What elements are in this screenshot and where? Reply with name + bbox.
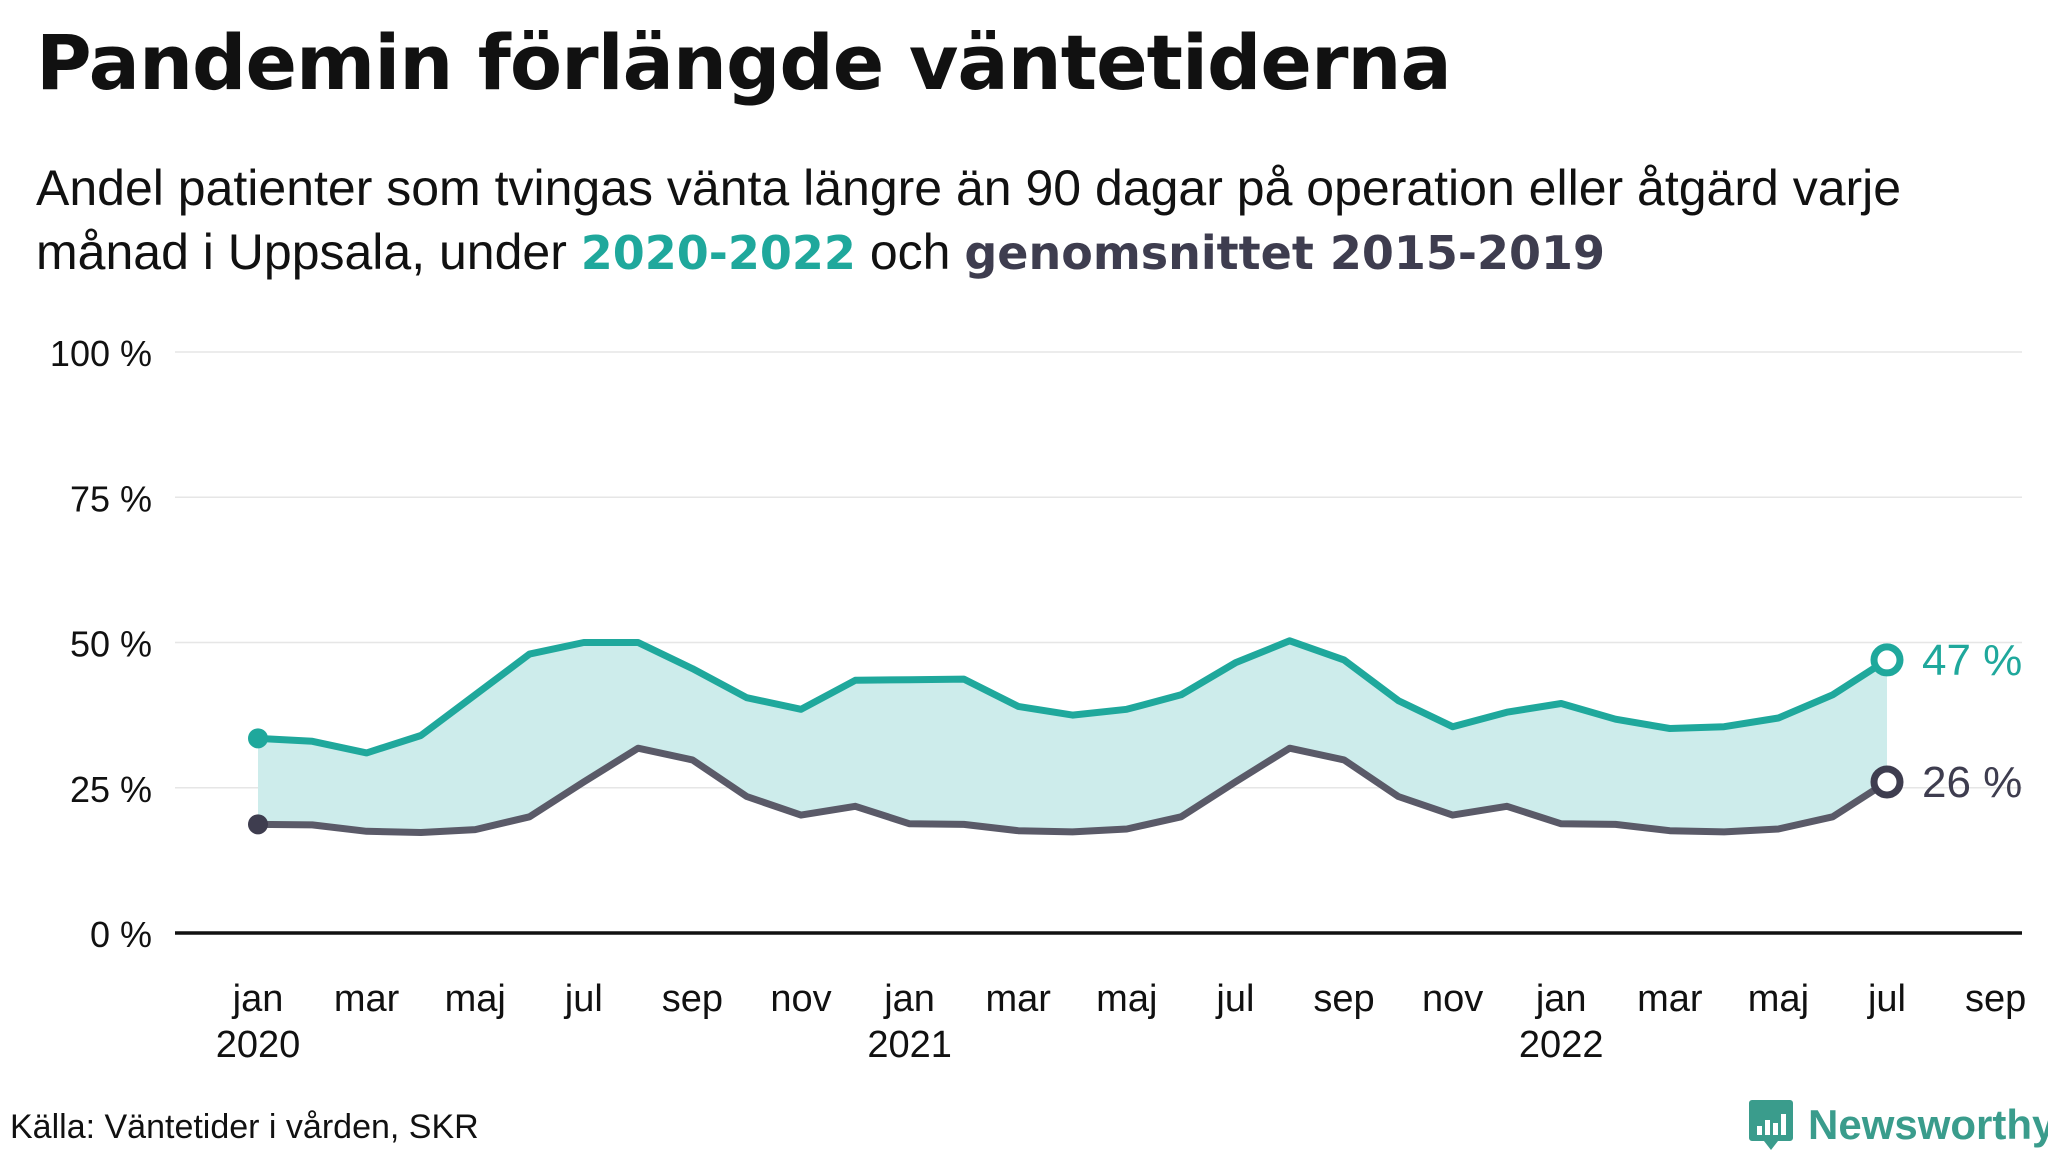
x-tick-label-jan: jan <box>883 978 935 1020</box>
y-tick-label-0: 0 % <box>90 914 152 955</box>
y-tick-label-50: 50 % <box>70 624 152 665</box>
brand: Newsworthy <box>1748 1098 2048 1152</box>
x-tick-label-sep: sep <box>1965 978 2026 1020</box>
x-tick-label-maj: maj <box>1096 978 1157 1020</box>
x-tick-label-maj: maj <box>445 978 506 1020</box>
end-label-genomsnittet-2015-2019: 26 % <box>1922 758 2022 807</box>
series-line-genomsnittet-2015-2019 <box>254 744 1891 836</box>
x-tick-label-sep: sep <box>1313 978 1374 1020</box>
start-point-genomsnittet-2015-2019 <box>248 814 268 835</box>
end-point-2020-2022 <box>1870 643 1904 677</box>
y-tick-label-100: 100 % <box>50 333 152 374</box>
series-line-2020-2022 <box>254 637 1891 757</box>
y-tick-label-75: 75 % <box>70 478 152 519</box>
x-tick-label-nov: nov <box>1422 978 1483 1020</box>
end-markers: 47 % 26 % <box>1870 636 2022 807</box>
y-axis: 0 % 25 % 50 % 75 % 100 % <box>50 333 2022 955</box>
x-tick-year-2020: 2020 <box>216 1024 301 1066</box>
x-tick-year-2021: 2021 <box>867 1024 952 1066</box>
series-lines <box>248 637 1891 836</box>
x-tick-label-jan: jan <box>1535 978 1587 1020</box>
x-tick-label-jul: jul <box>1867 978 1906 1020</box>
x-tick-label-mar: mar <box>985 978 1051 1020</box>
subtitle-text: Andel patienter som tvingas vänta längre… <box>36 160 1902 280</box>
newsworthy-logo-icon <box>1749 1100 1793 1150</box>
x-tick-label-mar: mar <box>1637 978 1703 1020</box>
x-tick-label-jul: jul <box>1215 978 1254 1020</box>
band-area <box>258 640 1887 833</box>
end-label-2020-2022: 47 % <box>1922 636 2022 685</box>
chart-title: Pandemin förlängde väntetiderna <box>36 18 1452 107</box>
series2-legend-label: genomsnittet 2015-2019 <box>964 226 1605 280</box>
y-tick-label-25: 25 % <box>70 769 152 810</box>
x-tick-label-nov: nov <box>770 978 831 1020</box>
x-tick-label-jan: jan <box>232 978 284 1020</box>
series1-legend-label: 2020-2022 <box>580 226 856 280</box>
x-tick-label-sep: sep <box>662 978 723 1020</box>
start-point-2020-2022 <box>248 728 268 749</box>
difference-band <box>258 640 1887 833</box>
end-point-genomsnittet-2015-2019 <box>1870 765 1904 799</box>
x-tick-label-mar: mar <box>334 978 400 1020</box>
x-tick-label-maj: maj <box>1748 978 1809 1020</box>
subtitle-connector: och <box>855 224 965 280</box>
chart-subtitle: Andel patienter som tvingas vänta längre… <box>36 156 2036 285</box>
x-tick-year-2022: 2022 <box>1519 1024 1604 1066</box>
source-note: Källa: Väntetider i vården, SKR <box>10 1108 479 1146</box>
x-tick-label-jul: jul <box>564 978 603 1020</box>
brand-name: Newsworthy <box>1808 1101 2048 1148</box>
